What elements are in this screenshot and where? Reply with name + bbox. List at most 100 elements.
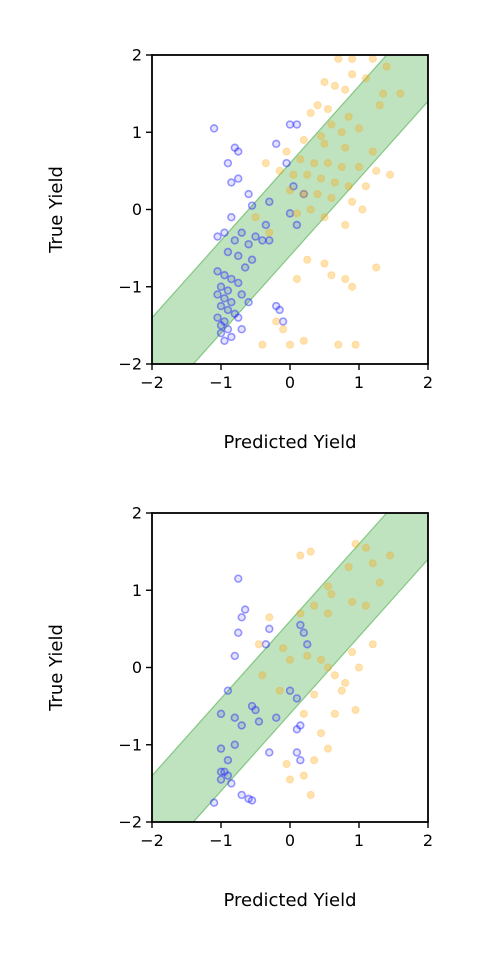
y-tick-label: 1 xyxy=(132,123,142,142)
data-point xyxy=(230,143,240,152)
data-point xyxy=(379,89,388,98)
data-point xyxy=(223,247,233,257)
data-point xyxy=(316,174,326,183)
data-point xyxy=(341,143,350,152)
data-point xyxy=(275,166,284,175)
data-point xyxy=(230,309,240,318)
band-fill xyxy=(152,55,428,364)
data-point xyxy=(320,213,329,222)
data-point xyxy=(251,232,260,241)
data-point xyxy=(213,290,222,299)
data-point xyxy=(323,159,333,168)
data-point xyxy=(330,671,339,680)
data-point xyxy=(368,640,377,649)
data-point xyxy=(323,582,333,591)
data-point xyxy=(216,321,226,330)
data-point xyxy=(237,721,246,730)
data-point xyxy=(382,62,391,71)
data-point xyxy=(368,559,377,568)
data-point xyxy=(247,201,257,210)
data-point xyxy=(254,717,264,726)
chart-panel-1: −2 −1 0 1 2 −2 −1 0 1 2 Predicted Yield True Yield xyxy=(46,46,433,454)
data-point xyxy=(237,613,246,622)
data-point xyxy=(240,605,250,614)
data-point xyxy=(292,120,302,129)
data-point xyxy=(272,713,281,722)
data-point xyxy=(227,213,236,222)
data-point xyxy=(227,298,236,307)
data-point xyxy=(358,205,367,214)
x-axis-label: Predicted Yield xyxy=(223,890,356,911)
x-tick-label: 0 xyxy=(285,831,295,850)
data-point xyxy=(220,228,229,237)
data-point xyxy=(330,709,339,718)
data-point xyxy=(240,263,250,272)
data-point xyxy=(216,709,226,719)
data-point xyxy=(354,124,364,133)
x-tick-label: 1 xyxy=(354,831,364,850)
data-point xyxy=(223,686,233,695)
plot-area xyxy=(152,513,428,822)
data-point xyxy=(351,705,360,715)
data-point xyxy=(337,686,346,695)
data-point xyxy=(316,729,326,738)
data-point xyxy=(272,139,281,149)
data-point xyxy=(216,775,226,784)
data-point xyxy=(265,236,274,245)
data-point xyxy=(348,55,357,63)
data-point xyxy=(361,601,370,610)
data-point xyxy=(247,796,257,805)
data-point xyxy=(220,270,229,280)
y-tick-label: −2 xyxy=(118,355,142,374)
data-point xyxy=(275,305,284,315)
data-point xyxy=(292,725,302,734)
data-point xyxy=(234,278,243,288)
data-point xyxy=(313,189,322,199)
data-point xyxy=(299,135,308,145)
data-point xyxy=(285,340,295,349)
data-point xyxy=(368,55,377,63)
data-point xyxy=(220,317,229,326)
data-point xyxy=(323,609,333,618)
data-point xyxy=(216,282,226,291)
data-point xyxy=(368,147,377,156)
data-point xyxy=(272,301,281,311)
band-upper-edge xyxy=(152,55,388,319)
band-lower-edge xyxy=(192,558,428,822)
x-axis-label: Predicted Yield xyxy=(223,432,356,453)
data-point xyxy=(296,155,305,164)
data-point xyxy=(341,274,350,284)
data-point xyxy=(244,298,253,307)
data-point xyxy=(310,159,319,168)
data-point xyxy=(323,104,333,114)
data-point xyxy=(265,197,274,206)
data-point xyxy=(344,562,353,572)
data-point xyxy=(351,340,360,349)
y-tick-label: 0 xyxy=(132,200,142,219)
data-point xyxy=(348,597,357,606)
x-tick-label: 0 xyxy=(285,373,295,392)
series-2 xyxy=(251,55,405,349)
data-point xyxy=(337,128,346,137)
series-2 xyxy=(254,539,395,800)
data-point xyxy=(299,709,308,718)
data-point xyxy=(303,255,312,264)
data-point xyxy=(330,81,339,91)
data-point xyxy=(258,236,267,245)
band-upper-edge xyxy=(152,513,388,777)
data-point xyxy=(372,263,381,272)
plot-area xyxy=(152,55,428,364)
data-point xyxy=(234,174,243,183)
data-point xyxy=(285,120,295,129)
data-point xyxy=(344,112,353,121)
series-1 xyxy=(209,120,308,346)
data-point xyxy=(327,590,336,599)
data-point xyxy=(351,539,360,549)
data-point xyxy=(285,686,295,695)
data-point xyxy=(310,756,319,765)
data-point xyxy=(278,317,288,326)
data-point xyxy=(244,794,253,804)
data-point xyxy=(354,162,364,172)
data-point xyxy=(234,147,243,156)
